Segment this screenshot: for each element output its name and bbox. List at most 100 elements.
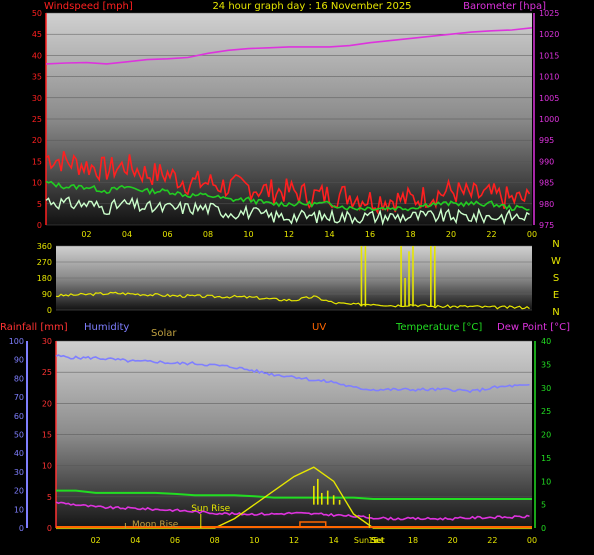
windspeed-axis-label: Windspeed [mph]	[44, 1, 133, 12]
rainfall-axis: 0 5 10 15 20 25 30	[42, 337, 57, 533]
temperature-tick: 20	[541, 431, 551, 440]
humidity-tick: 90	[14, 356, 24, 365]
rainfall-tick: 0	[47, 524, 52, 533]
temperature-tick: 15	[541, 454, 551, 463]
barometer-series-line	[45, 27, 533, 65]
x-tick: 20	[446, 230, 456, 239]
barometer-axis-label: Barometer [hpa]	[463, 1, 546, 12]
wind-gust-average-line	[45, 180, 530, 212]
x-tick: 04	[130, 536, 140, 545]
x-tick: 18	[408, 536, 418, 545]
humidity-axis: 0 10 20 30 40 50 60 70 80 90 100	[9, 337, 28, 533]
rainfall-tick: 30	[42, 337, 52, 346]
humidity-series-line	[55, 354, 530, 394]
barometer-tick: 1010	[539, 73, 559, 82]
barometer-tick: 1025	[539, 9, 559, 18]
rainfall-tick: 5	[47, 493, 52, 502]
rainfall-tick: 15	[42, 431, 52, 440]
x-tick: 08	[210, 536, 220, 545]
temperature-tick: 10	[541, 477, 551, 486]
humidity-tick: 60	[14, 412, 24, 421]
barometer-tick: 1020	[539, 30, 559, 39]
moonset-label: Set	[371, 536, 384, 545]
compass-letter: S	[553, 273, 559, 284]
direction-tick: 270	[37, 258, 52, 267]
windspeed-tick: 30	[32, 94, 42, 103]
humidity-tick: 50	[14, 431, 24, 440]
windspeed-tick: 20	[32, 136, 42, 145]
direction-tick: 0	[47, 306, 52, 315]
temperature-axis: 0 5 10 15 20 25 30 35 40	[534, 337, 551, 533]
x-tick: 00	[527, 230, 537, 239]
windspeed-tick: 35	[32, 73, 42, 82]
wind-average-series-line	[45, 196, 530, 226]
barometer-tick: 980	[539, 200, 554, 209]
direction-tick: 90	[42, 290, 52, 299]
direction-series	[55, 246, 530, 310]
humidity-tick: 30	[14, 468, 24, 477]
x-tick: 04	[122, 230, 132, 239]
barometer-axis: 975 980 985 990 995 1000 1005 1010 1015 1020 1025	[533, 9, 559, 230]
x-tick: 06	[170, 536, 180, 545]
compass-letter: E	[553, 290, 559, 301]
windspeed-series-line	[45, 150, 531, 215]
humidity-tick: 70	[14, 393, 24, 402]
dewpoint-label: Dew Point [°C]	[497, 322, 570, 333]
windspeed-axis: 0 5 10 15 20 25 30 35 40 45 50	[32, 9, 47, 230]
humidity-tick: 20	[14, 487, 24, 496]
rainfall-tick: 20	[42, 399, 52, 408]
temperature-tick: 35	[541, 360, 551, 369]
barometer-tick: 990	[539, 157, 554, 166]
x-tick: 02	[81, 230, 91, 239]
rainfall-tick: 10	[42, 462, 52, 471]
temperature-tick: 40	[541, 337, 551, 346]
compass-letter: N	[552, 239, 559, 250]
temp-x-ticks: 02 04 06 08 10 12 14 16 18 20 22 00	[91, 536, 538, 545]
windspeed-tick: 25	[32, 115, 42, 124]
rain-temperature-chart: 0 10 20 30 40 50 60 70 80 90 100 0 5 10 15 20 25 30 0 5 10…	[0, 322, 570, 545]
x-tick: 14	[324, 230, 334, 239]
x-tick: 16	[368, 536, 378, 545]
humidity-tick: 80	[14, 374, 24, 383]
wind-x-ticks: 02 04 06 08 10 12 14 16 18 20 22 00	[81, 230, 537, 239]
x-tick: 14	[329, 536, 339, 545]
x-tick: 08	[203, 230, 213, 239]
compass-letter: N	[552, 307, 559, 318]
sunrise-label: Sun Rise	[191, 504, 230, 514]
dewpoint-series-line	[55, 501, 530, 521]
temperature-label: Temperature [°C]	[395, 322, 482, 333]
x-tick: 02	[91, 536, 101, 545]
humidity-tick: 10	[14, 505, 24, 514]
humidity-tick: 100	[9, 337, 24, 346]
solar-label: Solar	[151, 328, 177, 339]
x-tick: 22	[487, 536, 497, 545]
moonrise-label: Moon Rise	[132, 520, 179, 530]
temp-series	[55, 354, 532, 529]
windspeed-tick: 40	[32, 51, 42, 60]
direction-series-line	[55, 291, 530, 310]
sunset-label: Sun Set	[354, 536, 385, 545]
temperature-tick: 30	[541, 384, 551, 393]
humidity-tick: 40	[14, 449, 24, 458]
x-tick: 16	[365, 230, 375, 239]
barometer-tick: 995	[539, 136, 554, 145]
direction-tick: 360	[37, 242, 52, 251]
temperature-series-line	[56, 489, 532, 500]
temperature-tick: 5	[541, 501, 546, 510]
barometer-tick: 975	[539, 221, 554, 230]
barometer-tick: 1000	[539, 115, 559, 124]
direction-axis: 0 90 180 270 360	[37, 242, 52, 315]
temp-plot-area	[56, 341, 532, 530]
x-tick: 06	[162, 230, 172, 239]
windspeed-tick: 45	[32, 30, 42, 39]
x-tick: 00	[527, 536, 537, 545]
windspeed-tick: 10	[32, 179, 42, 188]
uv-label: UV	[312, 322, 326, 333]
x-tick: 18	[405, 230, 415, 239]
windspeed-tick: 50	[32, 9, 42, 18]
barometer-tick: 985	[539, 179, 554, 188]
